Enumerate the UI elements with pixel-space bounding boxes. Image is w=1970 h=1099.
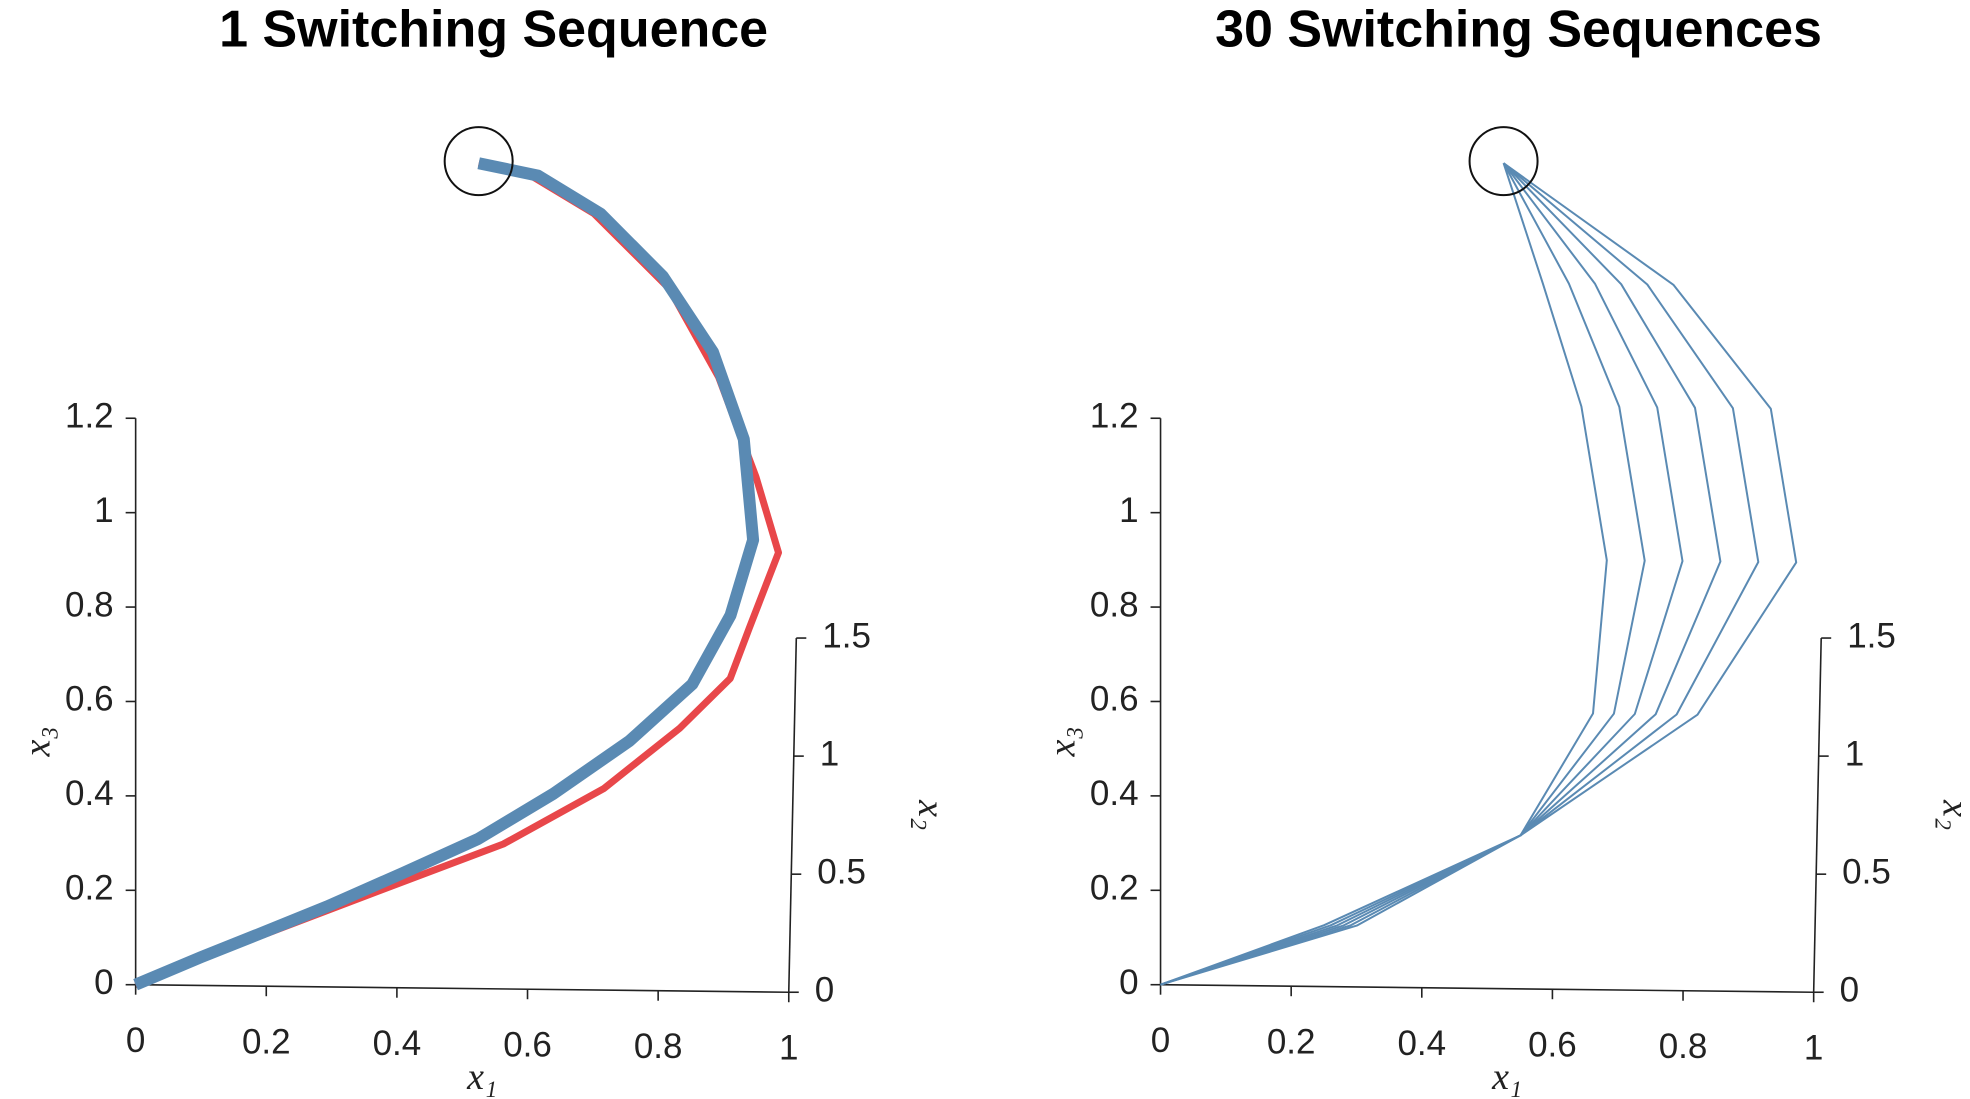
trajectory bbox=[133, 157, 760, 991]
x3-tick-label: 0.4 bbox=[1090, 774, 1139, 813]
x2-axis-label: x₂ bbox=[910, 799, 952, 830]
x1-axis-label: x₁ bbox=[1491, 1056, 1522, 1098]
x2-tick-label: 0.5 bbox=[1842, 852, 1891, 891]
x3-tick-label: 0.2 bbox=[1090, 869, 1139, 908]
x1-axis-label: x₁ bbox=[466, 1056, 497, 1098]
x1-tick-label: 0.6 bbox=[1528, 1025, 1577, 1064]
trajectory bbox=[1160, 162, 1608, 986]
x1-tick-label: 0 bbox=[126, 1021, 145, 1060]
x2-tick-label: 0 bbox=[1840, 970, 1859, 1009]
chart-title: 30 Switching Sequences bbox=[1215, 0, 1822, 58]
x1-tick-label: 0.4 bbox=[373, 1024, 422, 1063]
x3-tick-label: 1.2 bbox=[65, 396, 114, 435]
x3-axis-label: x₃ bbox=[16, 726, 58, 757]
x3-tick-label: 0.8 bbox=[1090, 585, 1139, 624]
x3-tick-label: 1 bbox=[94, 491, 113, 530]
x1-tick-label: 1 bbox=[779, 1028, 798, 1067]
x2-axis bbox=[787, 638, 798, 993]
trajectory bbox=[1160, 162, 1646, 986]
x1-tick-label: 0.8 bbox=[1659, 1027, 1708, 1066]
trajectory bbox=[1160, 162, 1760, 986]
x3-tick-label: 1.2 bbox=[1090, 396, 1139, 435]
trajectory bbox=[1160, 162, 1798, 986]
x1-tick-label: 1 bbox=[1804, 1028, 1823, 1067]
trajectory bbox=[1160, 162, 1684, 986]
x2-axis-label: x₂ bbox=[1935, 799, 1970, 830]
x2-axis bbox=[1812, 638, 1822, 993]
x1-tick-label: 0 bbox=[1151, 1021, 1170, 1060]
x3-axis-label: x₃ bbox=[1041, 726, 1083, 757]
x2-tick-label: 0 bbox=[815, 970, 834, 1009]
trajectory bbox=[134, 159, 782, 988]
chart-title: 1 Switching Sequence bbox=[219, 0, 768, 58]
x3-tick-label: 0.2 bbox=[65, 869, 114, 908]
x3-tick-label: 0 bbox=[94, 963, 113, 1002]
x1-tick-label: 0.6 bbox=[503, 1025, 552, 1064]
x2-tick-label: 1 bbox=[1845, 734, 1864, 773]
x1-tick-label: 0.4 bbox=[1397, 1024, 1446, 1063]
start-marker bbox=[443, 126, 514, 197]
x3-tick-label: 0.6 bbox=[1090, 680, 1139, 719]
x1-axis bbox=[1160, 983, 1814, 994]
x3-tick-label: 0.8 bbox=[65, 585, 114, 624]
x2-tick-label: 1.5 bbox=[1847, 616, 1896, 655]
x2-tick-label: 1 bbox=[820, 734, 839, 773]
start-marker bbox=[1468, 126, 1539, 197]
x1-tick-label: 0.2 bbox=[1267, 1022, 1316, 1061]
x3-tick-label: 0.6 bbox=[65, 680, 114, 719]
x2-tick-label: 0.5 bbox=[817, 852, 866, 891]
x3-tick-label: 0.4 bbox=[65, 774, 114, 813]
x1-axis bbox=[135, 983, 789, 994]
x3-tick-label: 1 bbox=[1119, 491, 1138, 530]
x2-tick-label: 1.5 bbox=[822, 616, 871, 655]
x1-tick-label: 0.8 bbox=[634, 1027, 683, 1066]
x1-tick-label: 0.2 bbox=[242, 1022, 291, 1061]
trajectory bbox=[1160, 162, 1722, 986]
x3-tick-label: 0 bbox=[1119, 963, 1138, 1002]
